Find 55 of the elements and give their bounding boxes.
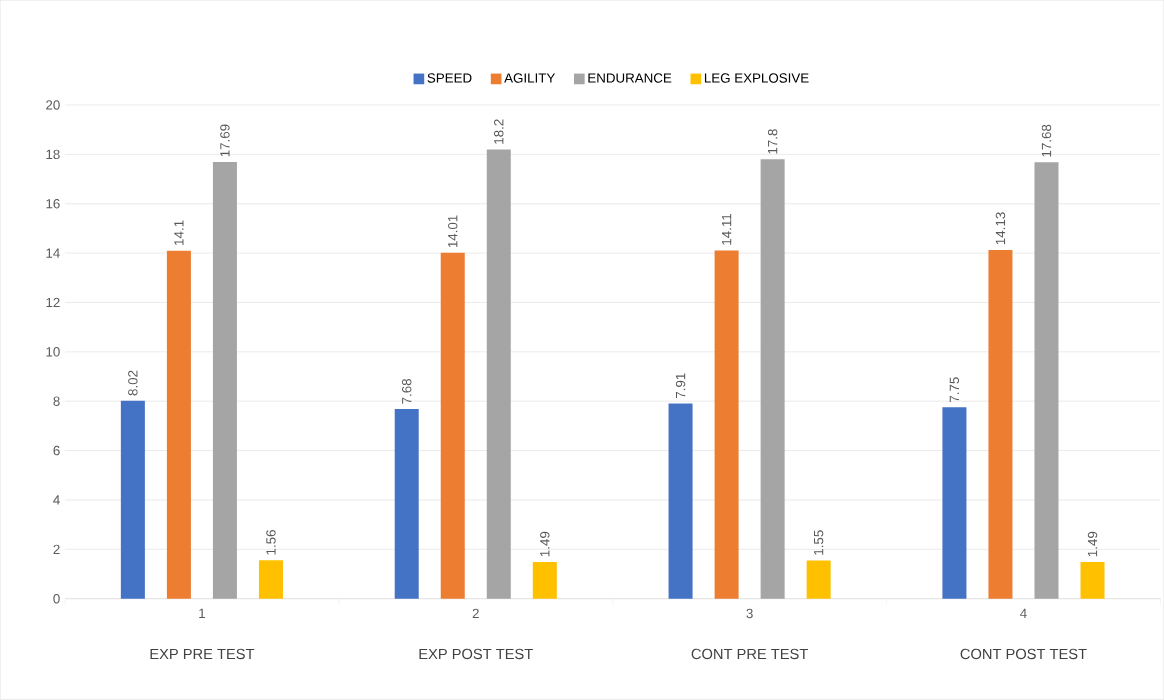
legend-label: AGILITY bbox=[504, 73, 556, 83]
data-label: 7.68 bbox=[402, 379, 412, 404]
data-label: 7.91 bbox=[675, 373, 686, 399]
legend-label: SPEED bbox=[427, 73, 472, 83]
bar bbox=[1034, 162, 1059, 599]
bar bbox=[806, 560, 831, 599]
y-tick-label: 8 bbox=[53, 396, 60, 407]
y-tick-label: 10 bbox=[46, 347, 60, 357]
data-label: 17.8 bbox=[767, 129, 778, 154]
text: CONT PRE TEST bbox=[691, 648, 808, 660]
y-tick-label: 2 bbox=[53, 544, 60, 555]
bar bbox=[258, 560, 283, 599]
data-label: 14.1 bbox=[174, 220, 184, 246]
data-label: 18.2 bbox=[494, 119, 504, 144]
data-label: 1.56 bbox=[266, 530, 276, 555]
x-tick-label: 1 bbox=[199, 608, 205, 619]
data-label: 14.01 bbox=[448, 215, 458, 248]
data-label: 1.55 bbox=[814, 530, 824, 555]
legend-label: LEG EXPLOSIVE bbox=[704, 73, 809, 83]
y-tick-label: 16 bbox=[46, 199, 60, 209]
y-tick-label: 20 bbox=[46, 100, 60, 110]
bar bbox=[760, 159, 785, 599]
data-label: 17.68 bbox=[1041, 124, 1052, 157]
text: CONT POST TEST bbox=[960, 648, 1087, 660]
bar bbox=[166, 250, 191, 599]
data-label: 1.49 bbox=[540, 531, 550, 557]
bar bbox=[440, 253, 465, 599]
bar bbox=[942, 407, 967, 599]
bar bbox=[394, 409, 419, 599]
bar bbox=[212, 162, 237, 599]
bar bbox=[988, 250, 1013, 599]
data-label: 8.02 bbox=[128, 370, 138, 396]
y-tick-label: 12 bbox=[46, 297, 60, 308]
x-tick-label: 4 bbox=[1020, 608, 1027, 619]
y-tick-label: 6 bbox=[53, 446, 60, 456]
y-tick-label: 18 bbox=[46, 149, 60, 160]
data-label: 7.75 bbox=[949, 377, 960, 403]
bar bbox=[1080, 562, 1105, 599]
bar bbox=[714, 250, 739, 599]
bar bbox=[486, 149, 511, 599]
x-tick-label: 2 bbox=[472, 608, 479, 619]
legend-label: ENDURANCE bbox=[588, 73, 672, 83]
data-label: 14.11 bbox=[722, 214, 732, 245]
y-tick-label: 14 bbox=[46, 248, 60, 258]
text: EXP POST TEST bbox=[419, 648, 533, 660]
bar bbox=[120, 400, 145, 599]
bar bbox=[532, 562, 557, 599]
data-label: 17.69 bbox=[220, 124, 230, 157]
bar bbox=[668, 403, 693, 599]
y-tick-label: 0 bbox=[53, 594, 60, 604]
y-tick-label: 4 bbox=[53, 495, 60, 505]
text: EXP PRE TEST bbox=[150, 648, 255, 660]
data-label: 1.49 bbox=[1087, 531, 1098, 557]
x-tick-label: 3 bbox=[746, 608, 753, 619]
data-label: 14.13 bbox=[995, 212, 1006, 245]
